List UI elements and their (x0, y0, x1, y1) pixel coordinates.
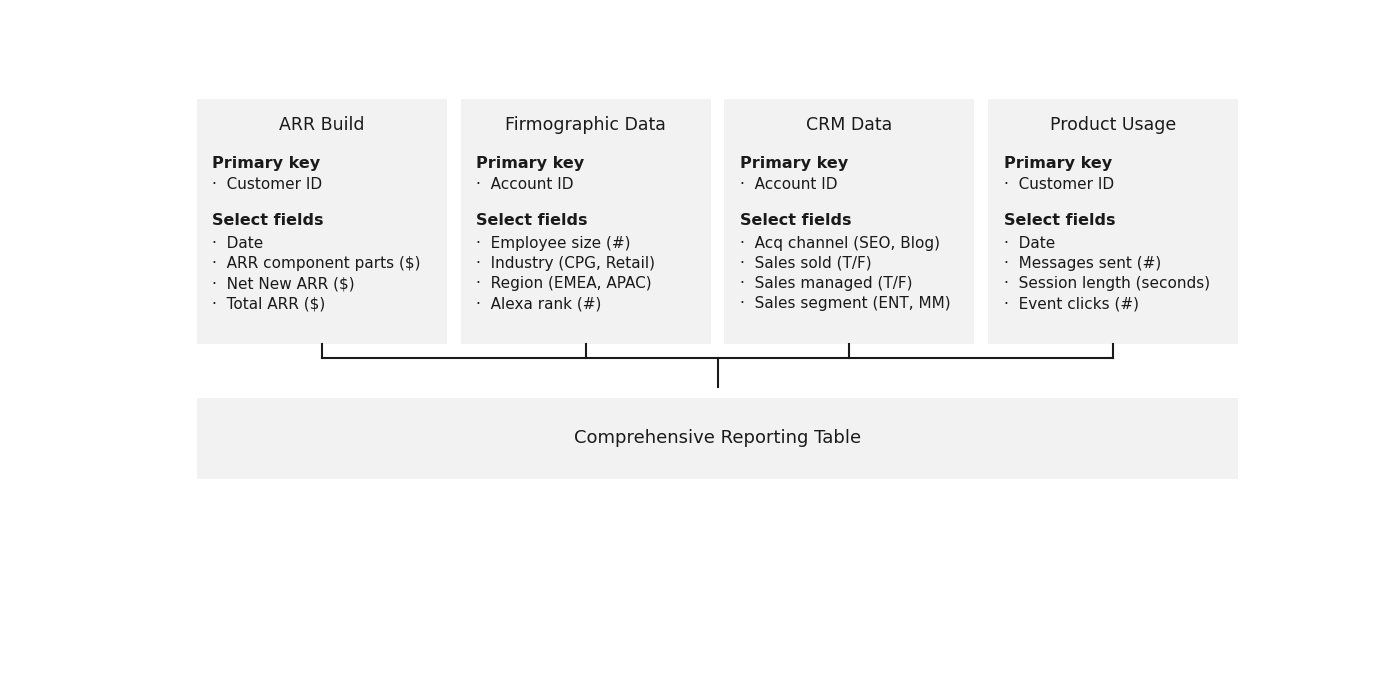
Text: ·  Date: · Date (213, 236, 263, 251)
FancyBboxPatch shape (724, 99, 974, 344)
Text: ·  Region (EMEA, APAC): · Region (EMEA, APAC) (476, 276, 652, 291)
Text: ·  Customer ID: · Customer ID (213, 177, 322, 193)
Text: Primary key: Primary key (213, 156, 321, 171)
Text: ·  Acq channel (SEO, Blog): · Acq channel (SEO, Blog) (741, 236, 939, 251)
Text: ·  Sales managed (T/F): · Sales managed (T/F) (741, 276, 913, 291)
Text: ·  Alexa rank (#): · Alexa rank (#) (476, 296, 602, 311)
Text: ·  Total ARR ($): · Total ARR ($) (213, 296, 325, 311)
FancyBboxPatch shape (196, 397, 1238, 480)
Text: ·  Event clicks (#): · Event clicks (#) (1004, 296, 1138, 311)
Text: ·  Messages sent (#): · Messages sent (#) (1004, 256, 1161, 271)
Text: ·  ARR component parts ($): · ARR component parts ($) (213, 256, 420, 271)
Text: Product Usage: Product Usage (1050, 116, 1176, 134)
FancyBboxPatch shape (196, 99, 447, 344)
Text: Primary key: Primary key (476, 156, 584, 171)
Text: ·  Industry (CPG, Retail): · Industry (CPG, Retail) (476, 256, 655, 271)
Text: ·  Date: · Date (1004, 236, 1056, 251)
Text: ·  Customer ID: · Customer ID (1004, 177, 1114, 193)
Text: Select fields: Select fields (213, 213, 323, 228)
Text: ·  Account ID: · Account ID (741, 177, 837, 193)
Text: Select fields: Select fields (476, 213, 588, 228)
Text: Select fields: Select fields (1004, 213, 1116, 228)
Text: CRM Data: CRM Data (806, 116, 893, 134)
Text: ARR Build: ARR Build (279, 116, 364, 134)
Text: Comprehensive Reporting Table: Comprehensive Reporting Table (574, 429, 861, 448)
Text: ·  Session length (seconds): · Session length (seconds) (1004, 276, 1210, 291)
Text: Firmographic Data: Firmographic Data (505, 116, 666, 134)
Text: Select fields: Select fields (741, 213, 851, 228)
Text: Primary key: Primary key (741, 156, 848, 171)
Text: ·  Sales segment (ENT, MM): · Sales segment (ENT, MM) (741, 296, 951, 311)
Text: ·  Account ID: · Account ID (476, 177, 574, 193)
Text: Primary key: Primary key (1004, 156, 1112, 171)
FancyBboxPatch shape (988, 99, 1238, 344)
FancyBboxPatch shape (461, 99, 711, 344)
Text: ·  Employee size (#): · Employee size (#) (476, 236, 630, 251)
Text: ·  Sales sold (T/F): · Sales sold (T/F) (741, 256, 872, 271)
Text: ·  Net New ARR ($): · Net New ARR ($) (213, 276, 354, 291)
